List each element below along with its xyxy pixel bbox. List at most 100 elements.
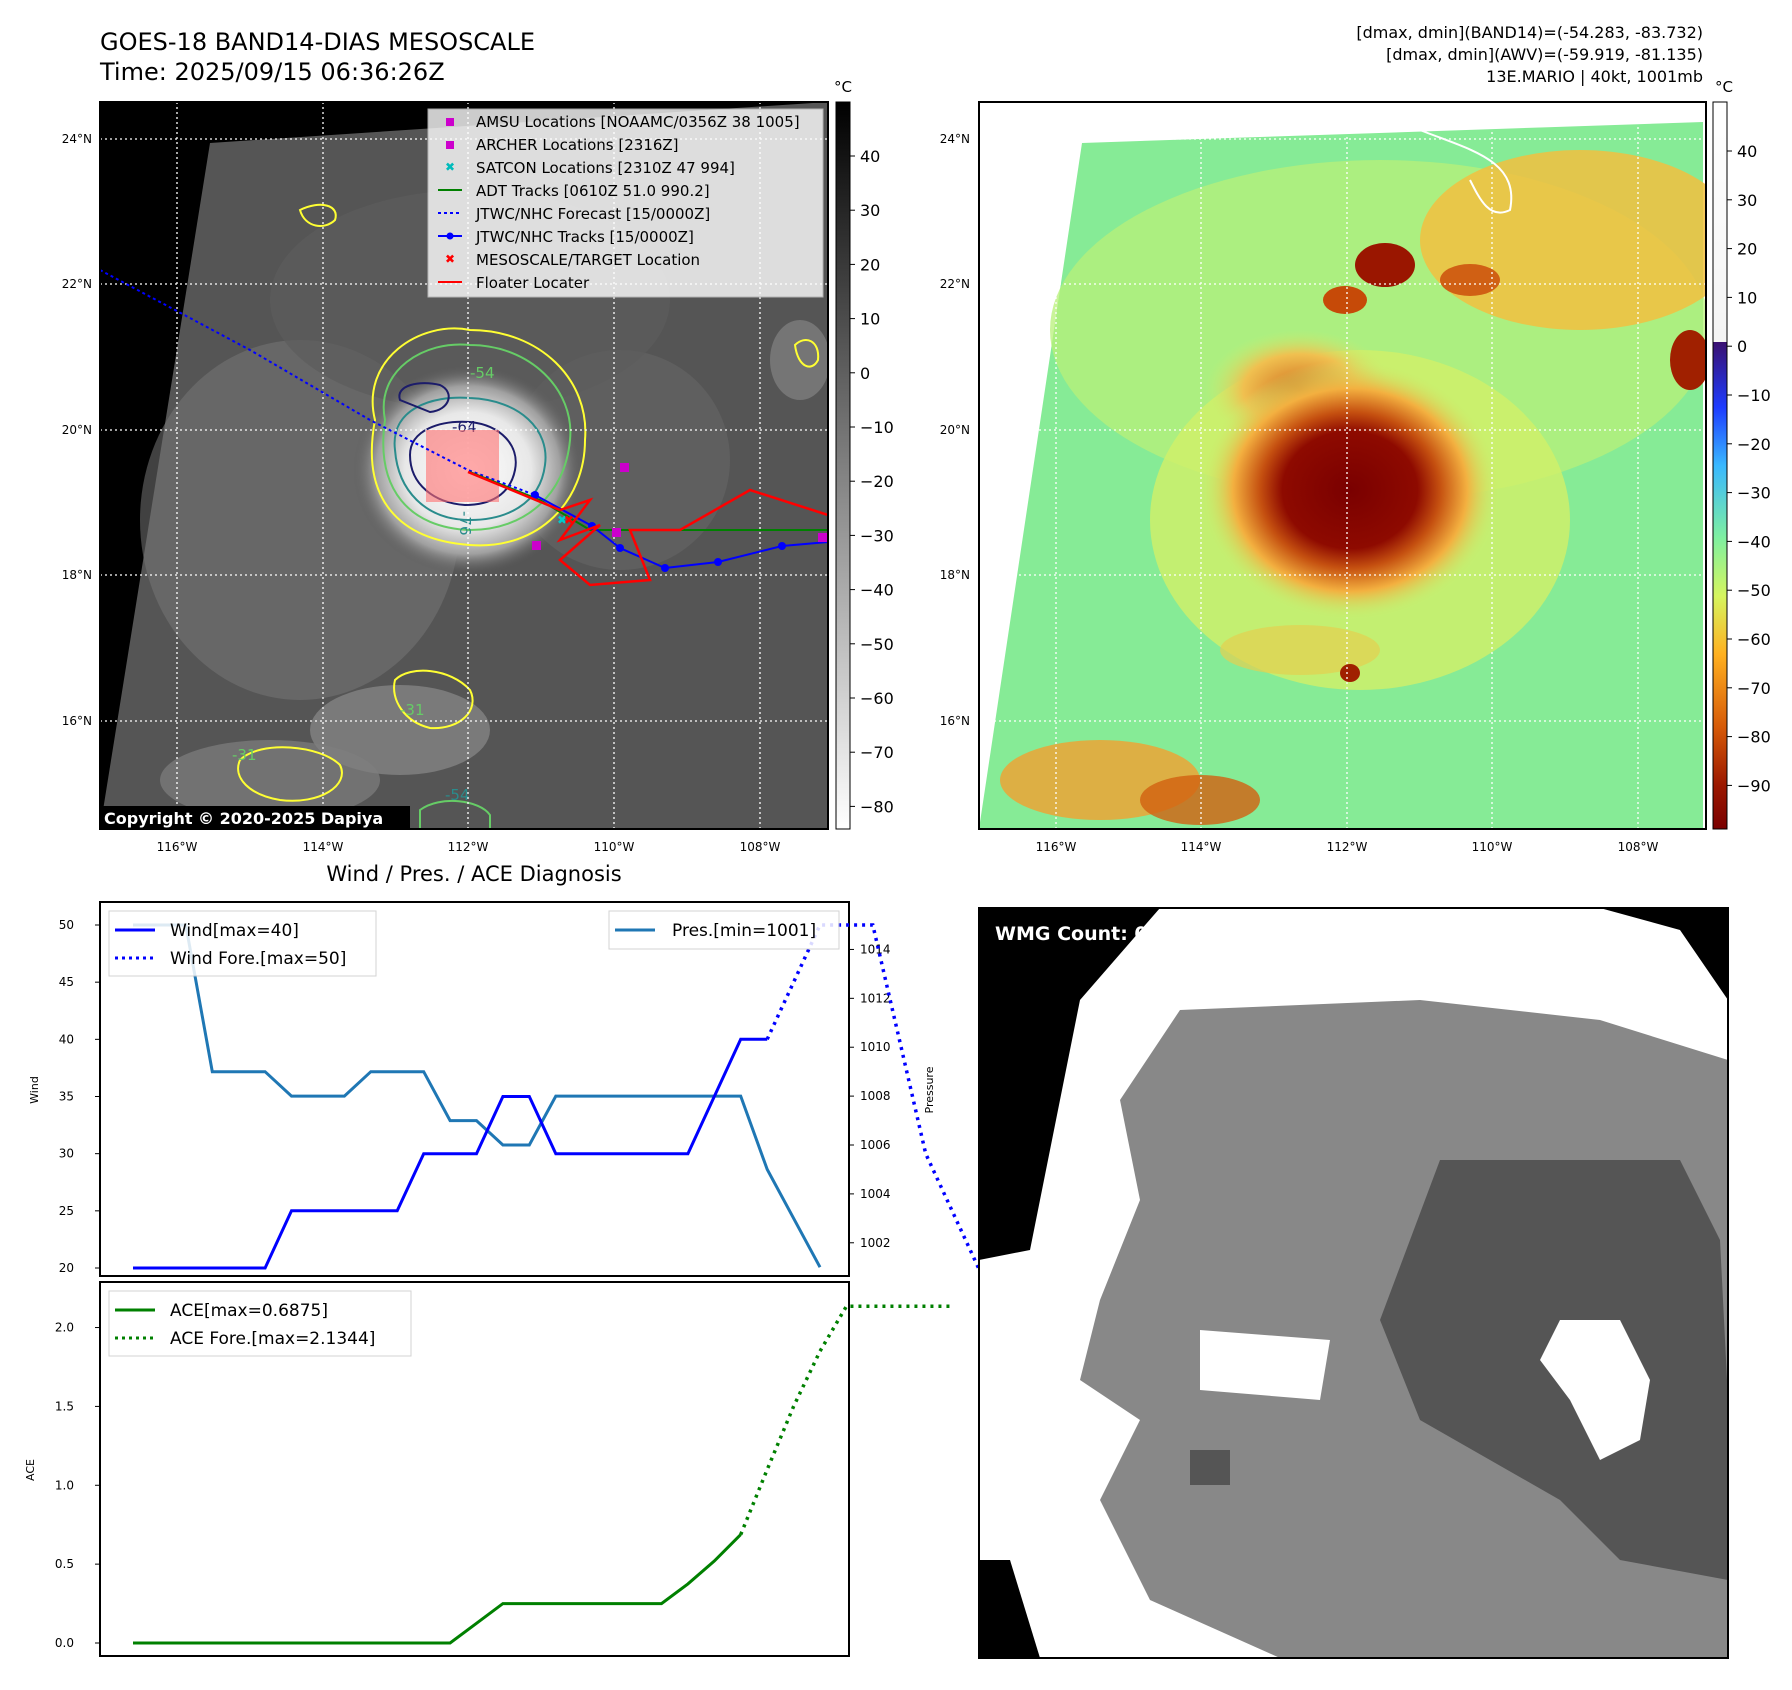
awv-lon-116: 116°W: [1036, 840, 1077, 854]
ir-colorbar-tick-label: −80: [860, 797, 894, 816]
wind-tick-label: 25: [59, 1204, 74, 1218]
wind-tick-label: 45: [59, 975, 74, 989]
ir-colorbar-tick-label: −50: [860, 635, 894, 654]
ir-lon-112: 112°W: [448, 840, 489, 854]
ir-colorbar-tick-label: −40: [860, 581, 894, 600]
awv-colorbar-tick-label: −20: [1737, 435, 1771, 454]
ir-colorbar-tick-label: 40: [860, 147, 880, 166]
awv-colorbar-tick-label: 20: [1737, 240, 1757, 259]
pressure-legend: Pres.[min=1001]: [608, 910, 840, 950]
legend-wind-fore: Wind Fore.[max=50]: [170, 949, 346, 969]
contour-label-76: -76: [456, 511, 474, 536]
ace-tick-label: 1.5: [55, 1399, 74, 1413]
legend-floater: Floater Locater: [476, 274, 590, 292]
ir-colorbar-tick-label: 20: [860, 255, 880, 274]
wind-legend: Wind[max=40] Wind Fore.[max=50]: [108, 910, 377, 977]
awv-colorbar-tick-label: −30: [1737, 484, 1771, 503]
ace-tick-label: 0.0: [55, 1636, 74, 1650]
awv-lat-22: 22°N: [940, 277, 970, 291]
contour-yellow: [370, 327, 587, 547]
ir-lat-24: 24°N: [62, 132, 92, 146]
figure-time: Time: 2025/09/15 06:36:26Z: [99, 58, 445, 86]
awv-lon-112: 112°W: [1327, 840, 1368, 854]
awv-colorbar-tick-label: −70: [1737, 679, 1771, 698]
awv-lat-20: 20°N: [940, 423, 970, 437]
wind-tick-label: 30: [59, 1147, 74, 1161]
ir-lon-110: 110°W: [594, 840, 635, 854]
awv-lon-108: 108°W: [1618, 840, 1659, 854]
amsu-marker: [620, 463, 629, 472]
pressure-tick-label: 1010: [860, 1040, 891, 1054]
ir-lat-20: 20°N: [62, 423, 92, 437]
awv-colorbar-tick-label: −60: [1737, 630, 1771, 649]
ace-plot: 0.0 0.5 1.0 1.5 2.0 ACE ACE[max=0.6875] ACE …: [24, 1281, 953, 1657]
awv-colorbar-tick-label: 40: [1737, 142, 1757, 161]
awv-lon-110: 110°W: [1472, 840, 1513, 854]
ir-legend: ✖ ✖ AMSU Locations [NOAAMC/0356Z 38 1005…: [427, 108, 824, 298]
legend-jtwc-forecast: JTWC/NHC Forecast [15/0000Z]: [475, 205, 710, 223]
ir-lat-22: 22°N: [62, 277, 92, 291]
awv-colorbar-tick-label: −90: [1737, 776, 1771, 795]
ace-forecast-line: [739, 1304, 953, 1536]
ace-tick-label: 2.0: [55, 1321, 74, 1335]
contour-label-54: -54: [470, 364, 495, 382]
ir-colorbar-tick-label: 30: [860, 201, 880, 220]
contour-label-54b: -54: [445, 786, 470, 804]
ir-lon-108: 108°W: [740, 840, 781, 854]
contour-label-31b: -31: [232, 746, 257, 764]
wind-pressure-plot: 20 25 30 35 40 45 50 1002 1004 1006 1008 1010 1012 1…: [28, 901, 981, 1277]
legend-ace-fore: ACE Fore.[max=2.1344]: [170, 1329, 375, 1349]
storm-info-text: 13E.MARIO | 40kt, 1001mb: [1486, 67, 1703, 86]
awv-lat-24: 24°N: [940, 132, 970, 146]
ir-colorbar: [835, 101, 851, 830]
floater-track-line: [467, 470, 828, 587]
legend-jtwc-tracks: JTWC/NHC Tracks [15/0000Z]: [475, 228, 694, 246]
dmax-band14-text: [dmax, dmin](BAND14)=(-54.283, -83.732): [1356, 23, 1703, 42]
pressure-tick-label: 1004: [860, 1187, 891, 1201]
pressure-tick-label: 1008: [860, 1089, 891, 1103]
wmg-white-core: [1540, 1320, 1650, 1460]
ir-colorbar-tick-label: −10: [860, 418, 894, 437]
pressure-tick-label: 1014: [860, 942, 891, 956]
contour-green: [382, 343, 572, 532]
legend-adt: ADT Tracks [0610Z 51.0 990.2]: [476, 182, 710, 200]
diag-title: Wind / Pres. / ACE Diagnosis: [326, 862, 621, 886]
ace-ylabel: ACE: [24, 1459, 37, 1481]
wmg-panel: WMG Count: 0: [978, 907, 1729, 1659]
pressure-tick-label: 1012: [860, 991, 891, 1005]
legend-ace: ACE[max=0.6875]: [170, 1301, 328, 1321]
ir-colorbar-tick-label: 10: [860, 310, 880, 329]
archer-marker: [532, 541, 541, 550]
ir-lat-18: 18°N: [62, 568, 92, 582]
target-marker: ✖: [564, 513, 574, 527]
awv-map-panel: 24°N 22°N 20°N 18°N 16°N 116°W 114°W 112…: [940, 78, 1771, 854]
legend-mesoscale: MESOSCALE/TARGET Location: [476, 251, 700, 269]
ir-map-panel: -54 -64 -76 -31 -54 -31: [62, 78, 894, 854]
ace-legend: ACE[max=0.6875] ACE Fore.[max=2.1344]: [108, 1290, 412, 1357]
jtwc-forecast-line: [100, 269, 536, 496]
awv-colorbar-unit: °C: [1715, 78, 1733, 96]
copyright-text: Copyright © 2020-2025 Dapiya: [104, 809, 383, 828]
pressure-tick-label: 1002: [860, 1236, 891, 1250]
legend-wind: Wind[max=40]: [170, 921, 299, 941]
awv-lon-114: 114°W: [1181, 840, 1222, 854]
legend-archer: ARCHER Locations [2316Z]: [476, 136, 679, 154]
dmax-awv-text: [dmax, dmin](AWV)=(-59.919, -81.135): [1386, 45, 1703, 64]
awv-colorbar-tick-label: −50: [1737, 581, 1771, 600]
ir-lon-114: 114°W: [303, 840, 344, 854]
ir-lat-16: 16°N: [62, 714, 92, 728]
ace-tick-label: 0.5: [55, 1557, 74, 1571]
contour-teal: [393, 396, 547, 522]
awv-storm-core: [1200, 360, 1500, 620]
wind-tick-label: 20: [59, 1261, 74, 1275]
satcon-marker: ✖: [557, 513, 567, 527]
awv-colorbar-tick-label: 30: [1737, 191, 1757, 210]
svg-text:✖: ✖: [445, 252, 455, 266]
wmg-count-label: WMG Count: 0: [995, 923, 1148, 945]
ir-colorbar-tick-label: −30: [860, 526, 894, 545]
ir-lon-116: 116°W: [157, 840, 198, 854]
ir-colorbar-tick-label: −60: [860, 689, 894, 708]
wind-tick-label: 50: [59, 918, 74, 932]
pressure-tick-label: 1006: [860, 1138, 891, 1152]
ir-colorbar-tick-label: 0: [860, 364, 870, 383]
